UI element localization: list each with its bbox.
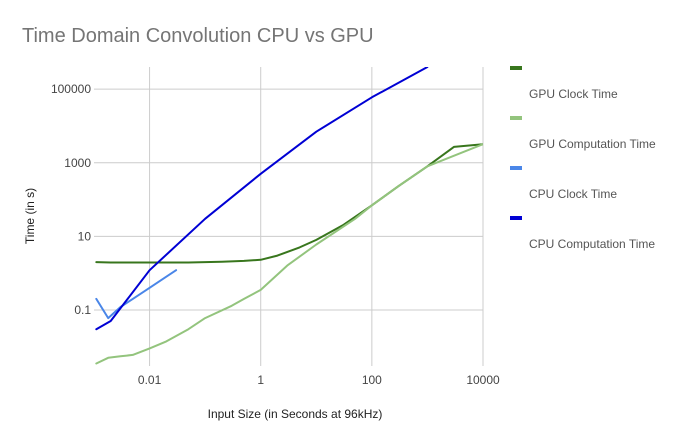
legend-item[interactable]: CPU Computation Time [510, 216, 655, 251]
chart-title: Time Domain Convolution CPU vs GPU [22, 25, 374, 47]
x-tick-label: 0.01 [138, 373, 162, 387]
y-axis-label: Time (in s) [23, 188, 37, 244]
legend-label: CPU Clock Time [529, 187, 617, 201]
gridlines [94, 67, 484, 366]
legend-label: GPU Computation Time [529, 137, 656, 151]
legend-swatch [510, 66, 522, 70]
x-tick-label: 10000 [466, 373, 500, 387]
legend-label: GPU Clock Time [529, 87, 618, 101]
x-tick-label: 1 [257, 373, 264, 387]
x-tick-label: 100 [362, 373, 382, 387]
series-line-gpu-clock-time [95, 143, 483, 264]
legend-item[interactable]: GPU Computation Time [510, 116, 656, 151]
series-line-gpu-computation-time [95, 143, 483, 365]
y-tick-label: 10 [78, 229, 92, 243]
series-line-cpu-clock-time [95, 269, 178, 320]
legend-swatch [510, 166, 522, 170]
y-tick-label: 1000 [64, 156, 91, 170]
y-tick-label: 0.1 [74, 303, 91, 317]
legend-item[interactable]: GPU Clock Time [510, 66, 618, 101]
legend-swatch [510, 116, 522, 120]
y-tick-label: 100000 [51, 82, 91, 96]
legend-label: CPU Computation Time [529, 237, 655, 251]
x-axis-label: Input Size (in Seconds at 96kHz) [208, 407, 383, 421]
legend-item[interactable]: CPU Clock Time [510, 166, 617, 201]
plot-area [95, 67, 483, 365]
legend-swatch [510, 216, 522, 220]
legend[interactable]: GPU Clock Time GPU Computation Time CPU Cl… [510, 66, 656, 251]
axis-ticks: 0.01 1 100 10000 0.1 10 1000 100000 [51, 82, 500, 387]
series-line-cpu-computation-time [95, 67, 429, 331]
